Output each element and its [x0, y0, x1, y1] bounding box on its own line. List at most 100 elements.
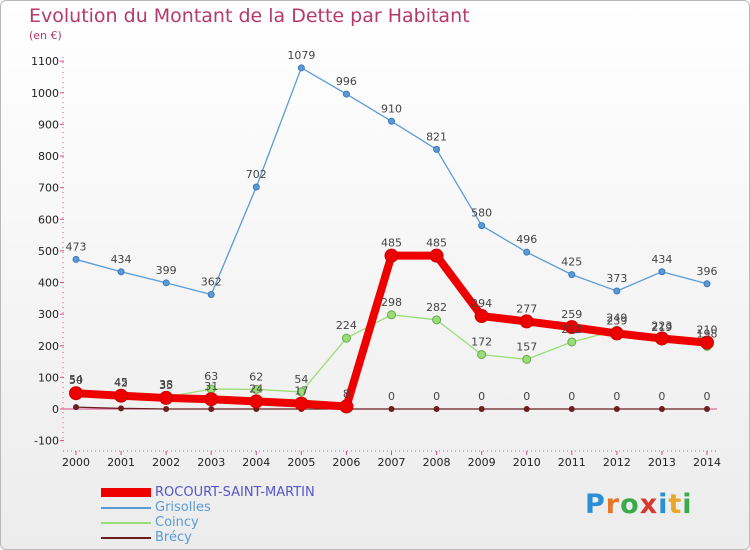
- data-point: [162, 279, 170, 287]
- x-tick-label: 2007: [378, 456, 406, 469]
- data-point: [341, 333, 351, 343]
- x-tick-label: 2010: [513, 456, 541, 469]
- data-point: [69, 386, 83, 401]
- data-point: [658, 406, 665, 412]
- data-label: 996: [336, 75, 357, 88]
- data-label: 54: [294, 373, 308, 386]
- y-tick-label: 300: [38, 308, 59, 321]
- data-point: [387, 310, 396, 320]
- y-tick-label: 200: [38, 340, 59, 353]
- data-point: [704, 406, 710, 412]
- data-label: 8: [343, 387, 350, 400]
- data-point: [613, 406, 620, 412]
- y-tick-label: 100: [38, 371, 59, 384]
- data-label: 485: [381, 237, 402, 250]
- data-label: 50: [69, 374, 83, 387]
- y-tick-label: 600: [38, 213, 59, 226]
- logo-letter: i: [658, 489, 669, 520]
- legend-item: Coincy: [101, 515, 315, 530]
- data-label: 485: [426, 237, 447, 250]
- x-tick-label: 2002: [152, 456, 180, 469]
- data-point: [384, 248, 399, 263]
- data-label: 294: [471, 297, 492, 310]
- data-label: 223: [651, 319, 672, 332]
- y-tick-label: 0: [52, 403, 59, 416]
- data-point: [252, 183, 260, 191]
- data-point: [433, 406, 440, 412]
- data-label: 702: [246, 168, 267, 181]
- y-tick-label: 500: [38, 245, 59, 258]
- y-tick-label: -100: [34, 435, 59, 448]
- data-point: [342, 90, 350, 98]
- data-point: [477, 350, 487, 360]
- x-tick-label: 2008: [423, 456, 451, 469]
- legend-item: ROCOURT-SAINT-MARTIN: [101, 485, 315, 500]
- data-point: [613, 287, 621, 295]
- chart-subtitle: (en €): [29, 29, 62, 42]
- legend-label: ROCOURT-SAINT-MARTIN: [155, 485, 315, 500]
- chart-legend: ROCOURT-SAINT-MARTIN Grisolles Coincy Brécy: [101, 485, 315, 545]
- data-label: 434: [111, 253, 132, 266]
- x-tick-label: 2014: [693, 456, 721, 469]
- x-tick-label: 2011: [558, 456, 586, 469]
- proxiti-logo: Proxiti: [585, 489, 693, 520]
- data-point: [72, 255, 80, 263]
- logo-letter: x: [639, 489, 659, 520]
- data-label: 373: [606, 272, 627, 285]
- data-label: 62: [249, 370, 263, 383]
- data-label: 298: [381, 296, 402, 309]
- x-tick-label: 2004: [242, 456, 270, 469]
- x-tick-label: 2005: [287, 456, 315, 469]
- legend-swatch: [101, 536, 151, 539]
- data-point: [568, 406, 575, 412]
- data-point: [159, 390, 174, 405]
- legend-item: Grisolles: [101, 500, 315, 515]
- data-label: 0: [704, 390, 711, 403]
- data-label: 54: [69, 373, 83, 386]
- data-label: 219: [651, 321, 672, 334]
- data-point: [251, 384, 261, 394]
- data-point: [567, 337, 577, 347]
- logo-letter: i: [682, 489, 693, 520]
- y-tick-label: 1000: [31, 87, 59, 100]
- data-label: 210: [697, 324, 718, 337]
- data-point: [208, 406, 215, 412]
- data-point: [429, 248, 444, 263]
- data-label: 157: [516, 340, 537, 353]
- x-tick-label: 2000: [62, 456, 90, 469]
- legend-swatch: [101, 488, 151, 497]
- data-label: 434: [651, 253, 672, 266]
- data-label: 0: [568, 390, 575, 403]
- data-label: 362: [201, 276, 222, 289]
- legend-label: Coincy: [155, 515, 199, 530]
- data-label: 212: [561, 323, 582, 336]
- logo-letter: r: [605, 489, 621, 520]
- data-label: 224: [336, 319, 357, 332]
- data-label: 496: [516, 233, 537, 246]
- data-point: [296, 387, 306, 397]
- data-point: [163, 406, 170, 412]
- data-label: 282: [426, 301, 447, 314]
- data-label: 35: [159, 379, 173, 392]
- legend-swatch: [101, 506, 151, 509]
- legend-label: Grisolles: [155, 500, 211, 515]
- data-point: [658, 268, 666, 276]
- y-tick-label: 700: [38, 182, 59, 195]
- data-label: 45: [114, 376, 128, 389]
- data-point: [522, 354, 532, 364]
- data-point: [478, 222, 486, 230]
- data-label: 473: [66, 240, 87, 253]
- y-tick-label: 400: [38, 277, 59, 290]
- data-label: 277: [516, 302, 537, 315]
- data-point: [519, 314, 534, 329]
- data-point: [474, 309, 489, 324]
- data-point: [249, 394, 264, 409]
- logo-letter: o: [620, 489, 640, 520]
- data-label: 249: [606, 311, 627, 324]
- x-tick-label: 2003: [197, 456, 225, 469]
- data-label: 31: [204, 380, 218, 393]
- data-point: [654, 331, 669, 346]
- data-point: [207, 291, 215, 299]
